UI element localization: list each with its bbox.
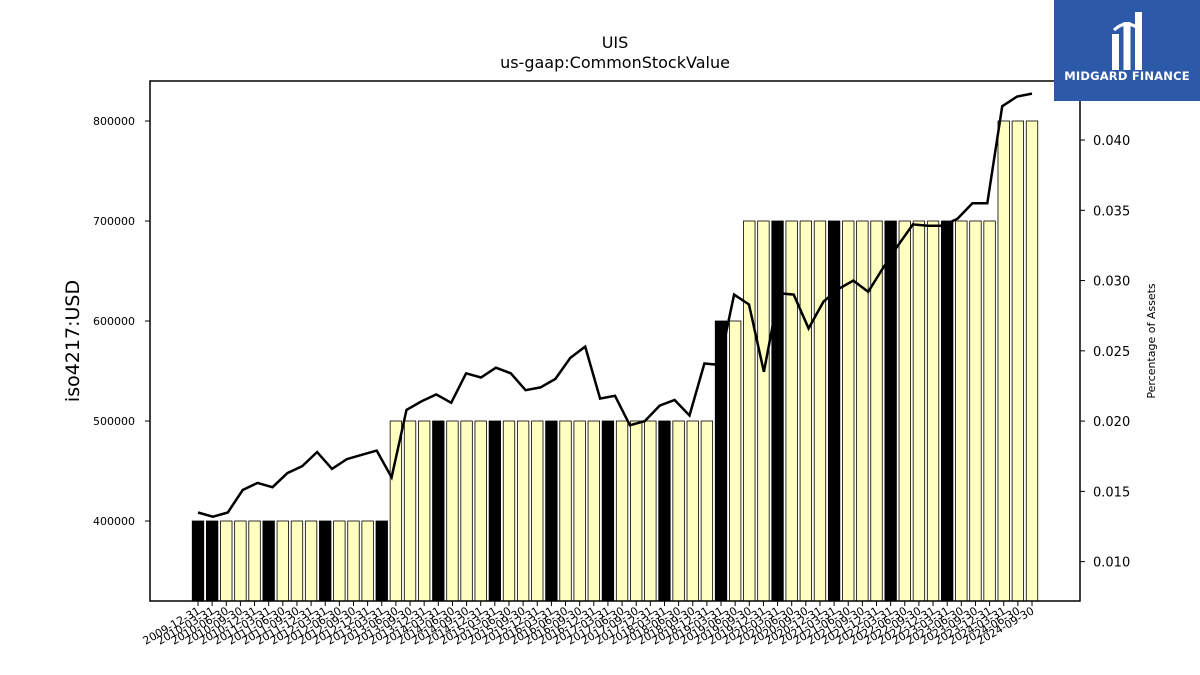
bar-36 (700, 420, 714, 602)
bar-53 (941, 220, 954, 602)
y2-tick-label-6: 0.040 (1093, 134, 1130, 149)
bar-59 (1025, 120, 1039, 602)
y2-tick-label-2: 0.020 (1093, 415, 1130, 430)
brand-name: MIDGARD FINANCE (1064, 69, 1190, 83)
midgard-logo-icon (1112, 12, 1142, 70)
bar-19 (460, 420, 473, 602)
bar-17 (432, 420, 445, 602)
bar-20 (474, 420, 487, 602)
bar-39 (743, 220, 756, 602)
chart-subtitle: us-gaap:CommonStockValue (500, 53, 730, 72)
y-tick-label-4: 800000 (93, 115, 135, 128)
bar-32 (644, 420, 657, 602)
bar-5 (262, 520, 275, 602)
bar-26 (559, 420, 572, 602)
y-tick-label-0: 400000 (93, 515, 135, 528)
bar-3 (234, 520, 247, 602)
bar-33 (658, 420, 671, 602)
bar-8 (304, 520, 318, 602)
bar-15 (403, 420, 417, 602)
bar-23 (516, 420, 530, 602)
bar-57 (997, 120, 1010, 602)
bar-55 (969, 220, 982, 602)
bar-1 (205, 520, 219, 602)
bar-27 (573, 420, 586, 602)
y2-axis-label: Percentage of Assets (1145, 283, 1158, 399)
bar-31 (630, 420, 643, 602)
y-tick-label-2: 600000 (93, 315, 135, 328)
bar-52 (926, 220, 940, 602)
plot-frame (149, 80, 1081, 602)
y-axis-label: iso4217:USD (62, 280, 84, 402)
y-tick-label-3: 700000 (93, 215, 135, 228)
brand-logo: MIDGARD FINANCE (1054, 0, 1200, 101)
bar-4 (248, 520, 261, 602)
bar-11 (347, 520, 360, 602)
bar-46 (842, 220, 855, 602)
percentage-line (197, 92, 1033, 518)
bar-35 (686, 420, 699, 602)
bar-14 (389, 420, 403, 602)
bar-9 (319, 520, 332, 602)
y2-ticks: 0.010 0.015 0.020 0.025 0.030 0.035 0.040 (1080, 134, 1130, 571)
bar-56 (983, 220, 996, 602)
y-ticks: 400000 500000 600000 700000 800000 (93, 115, 150, 528)
bar-38 (729, 320, 742, 602)
bar-58 (1011, 120, 1025, 602)
bar-43 (799, 220, 812, 602)
bar-13 (375, 520, 388, 602)
bar-49 (884, 220, 897, 602)
bar-28 (587, 420, 600, 602)
bar-7 (290, 520, 304, 602)
bar-24 (531, 420, 544, 602)
y-tick-label-1: 500000 (93, 415, 135, 428)
bar-40 (757, 220, 770, 602)
bar-54 (955, 220, 968, 602)
bar-51 (912, 220, 926, 602)
y2-tick-label-4: 0.030 (1093, 275, 1130, 290)
bar-30 (615, 420, 629, 602)
bar-41 (771, 220, 784, 602)
bar-45 (827, 220, 841, 602)
bar-29 (601, 420, 615, 602)
bar-22 (502, 420, 516, 602)
bar-50 (898, 220, 911, 602)
bar-2 (220, 520, 233, 602)
y2-tick-label-1: 0.015 (1093, 485, 1130, 500)
bar-37 (714, 320, 728, 602)
y2-tick-label-0: 0.010 (1093, 556, 1130, 571)
bar-44 (813, 220, 827, 602)
line-group (197, 92, 1033, 518)
bar-0 (191, 520, 205, 602)
bar-21 (488, 420, 501, 602)
bar-42 (785, 220, 798, 602)
bars-group (191, 120, 1039, 602)
y2-tick-label-5: 0.035 (1093, 204, 1130, 219)
x-ticks: 2009-12-312010-03-312010-06-302010-09-30… (141, 601, 1037, 648)
bar-16 (418, 420, 431, 602)
y2-tick-label-3: 0.025 (1093, 345, 1130, 360)
chart-title: UIS (602, 33, 629, 52)
bar-18 (446, 420, 459, 602)
bar-34 (672, 420, 685, 602)
bar-10 (333, 520, 346, 602)
bar-47 (856, 220, 869, 602)
bar-25 (545, 420, 558, 602)
bar-6 (276, 520, 289, 602)
bar-12 (361, 520, 374, 602)
